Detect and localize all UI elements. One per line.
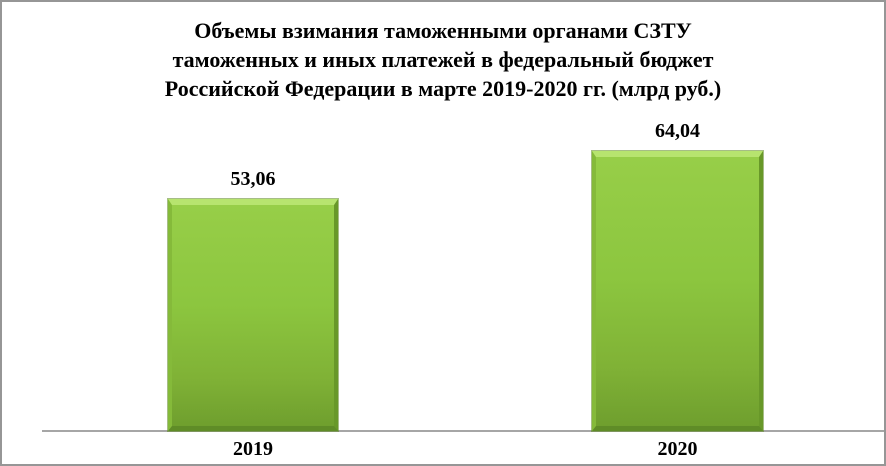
chart-title: Объемы взимания таможенными органами СЗТ… (2, 16, 884, 103)
chart-title-line-3: Российской Федерации в марте 2019-2020 г… (164, 76, 722, 101)
bar-group-2019: 53,06 (168, 168, 338, 431)
x-axis-line (42, 430, 884, 432)
x-tick-label-2019: 2019 (233, 438, 273, 460)
bar-2019 (168, 199, 338, 431)
x-tick-label-2020: 2020 (657, 438, 698, 460)
value-label-2020: 64,04 (655, 120, 700, 142)
bar-group-2020: 64,04 (592, 120, 763, 431)
bar-2020 (592, 151, 763, 431)
chart-title-line-2: таможенных и иных платежей в федеральный… (172, 47, 714, 72)
chart-title-line-1: Объемы взимания таможенными органами СЗТ… (194, 18, 692, 43)
value-label-2019: 53,06 (230, 168, 276, 190)
